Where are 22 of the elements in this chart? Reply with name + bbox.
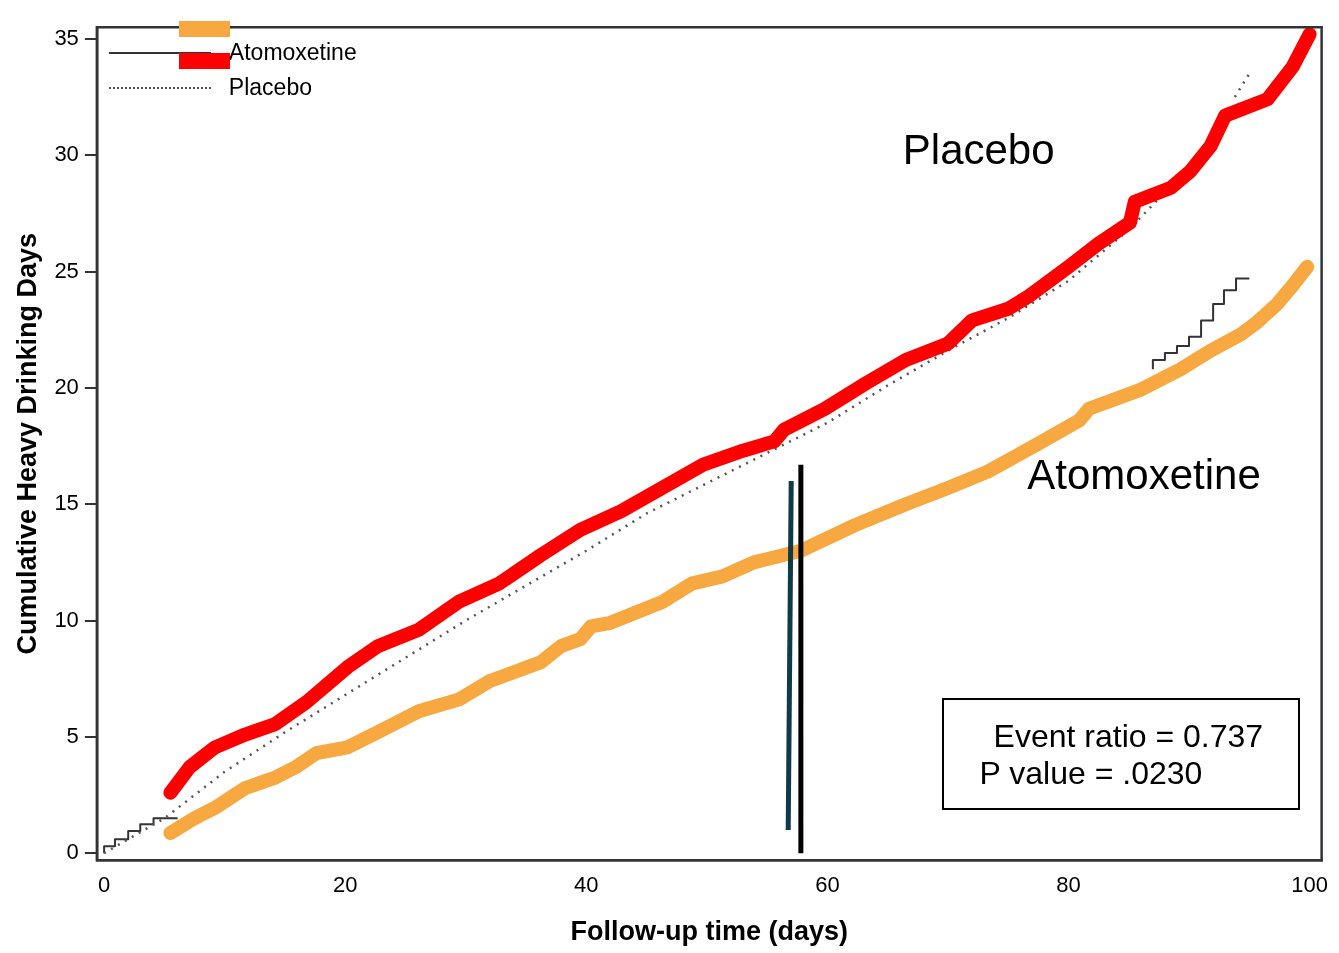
x-tick-label: 20 — [332, 872, 358, 898]
y-tick-label: 0 — [66, 839, 79, 865]
y-tick-label: 35 — [54, 24, 79, 50]
y-tick-label: 10 — [54, 606, 79, 632]
x-tick-label: 60 — [815, 872, 840, 898]
x-tick-label: 80 — [1056, 872, 1081, 898]
y-tick-label: 30 — [54, 141, 79, 167]
annotation: Event ratio = 0.737 — [993, 718, 1265, 756]
annotation: Placebo — [902, 125, 1055, 173]
x-axis-title: Follow-up time (days) — [570, 916, 848, 947]
annotation: Atomoxetine — [1027, 450, 1261, 498]
annotation: P value = .0230 — [979, 755, 1204, 793]
legend-label: Placebo — [228, 74, 312, 102]
legend-label: Atomoxetine — [228, 39, 357, 67]
x-tick-label: 40 — [574, 872, 599, 898]
x-tick-label: 0 — [97, 872, 111, 898]
x-tick-label: 100 — [1291, 872, 1328, 898]
y-tick-label: 5 — [66, 722, 79, 748]
y-axis-title: Cumulative Heavy Drinking Days — [11, 232, 42, 655]
y-tick-label: 15 — [54, 490, 79, 516]
y-tick-label: 25 — [54, 257, 79, 283]
y-tick-label: 20 — [54, 373, 79, 399]
